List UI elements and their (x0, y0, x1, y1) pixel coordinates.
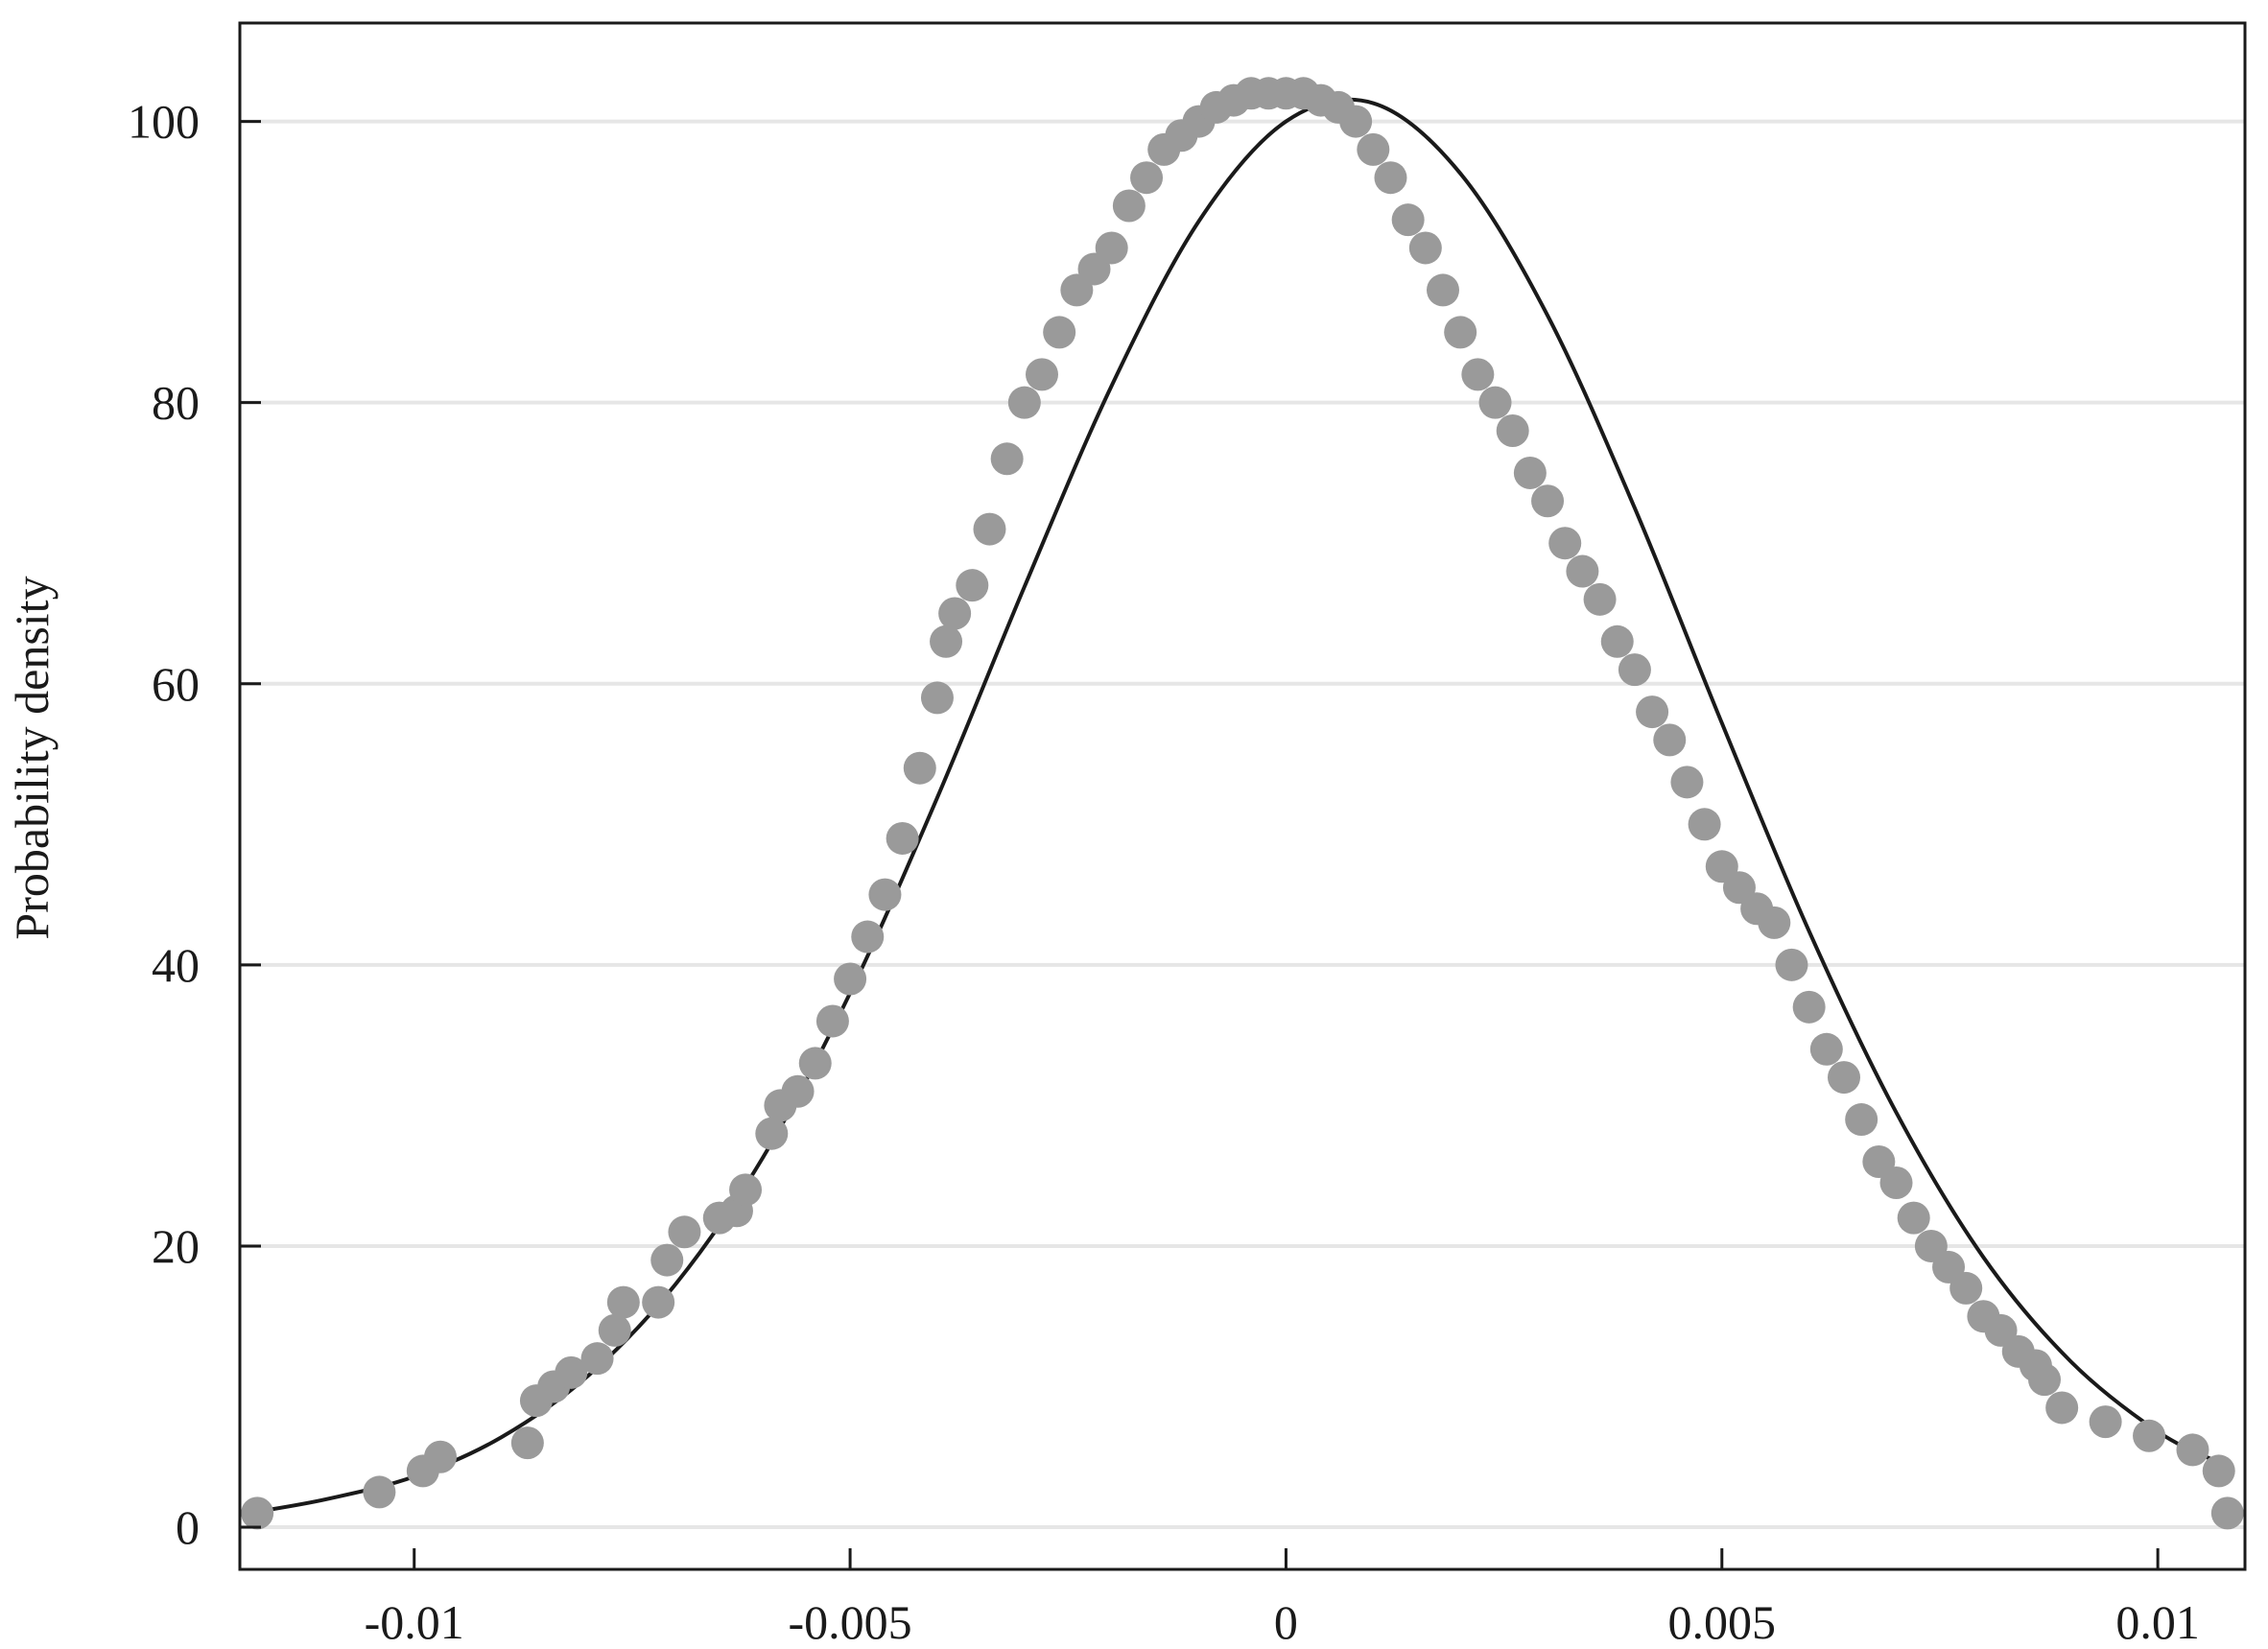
data-point (1548, 527, 1582, 560)
data-point (1391, 203, 1425, 237)
y-tick-label: 40 (152, 938, 200, 992)
y-axis-ticks: 0 20 40 60 80 100 (128, 95, 261, 1554)
data-point (2202, 1454, 2235, 1488)
data-point (1670, 766, 1704, 799)
data-point (1583, 582, 1617, 616)
data-point (834, 962, 867, 996)
data-point (1130, 161, 1164, 195)
x-tick-label: -0.005 (789, 1595, 912, 1649)
data-point (815, 1004, 849, 1038)
data-point (2176, 1433, 2209, 1467)
x-tick-label: 0 (1274, 1595, 1298, 1649)
data-point (642, 1285, 675, 1319)
data-point (2045, 1391, 2079, 1425)
data-point (598, 1313, 631, 1347)
data-point (363, 1475, 396, 1509)
data-point (2133, 1419, 2166, 1452)
data-point (956, 569, 989, 602)
data-point (1653, 723, 1687, 757)
data-point (606, 1285, 640, 1319)
data-point (903, 751, 936, 785)
data-point (1112, 189, 1146, 223)
x-tick-label: -0.01 (365, 1595, 464, 1649)
data-point (1043, 316, 1076, 349)
data-point (1809, 1032, 1843, 1066)
y-axis-title: Probability density (5, 576, 59, 939)
data-point (580, 1342, 614, 1376)
normal-fit-curve-layer (256, 97, 2220, 1514)
x-tick-label: 0.005 (1668, 1595, 1777, 1649)
data-point (1026, 358, 1058, 391)
data-point (938, 597, 972, 630)
data-point (1408, 231, 1442, 265)
data-point (241, 1496, 274, 1530)
data-point (886, 821, 919, 855)
data-point (781, 1074, 815, 1108)
data-point (1828, 1061, 1860, 1095)
data-point (1427, 273, 1459, 307)
data-point (1775, 948, 1808, 981)
data-point (851, 920, 885, 954)
data-point (1339, 105, 1373, 138)
axes (238, 21, 2247, 1571)
data-point (1845, 1103, 1878, 1137)
data-point (1357, 132, 1390, 166)
data-point (1636, 695, 1669, 729)
data-point (1478, 386, 1512, 419)
data-point (1949, 1271, 1983, 1305)
data-point (930, 624, 963, 658)
data-point (2089, 1405, 2122, 1439)
data-point (650, 1243, 684, 1277)
y-tick-label: 20 (152, 1219, 200, 1273)
x-axis-ticks: -0.01 -0.005 0 0.005 0.01 (365, 1548, 2200, 1649)
plot-frame (238, 21, 2247, 1571)
data-point (1566, 554, 1599, 588)
data-point (1758, 906, 1791, 939)
data-point (798, 1047, 832, 1080)
data-point (1688, 808, 1721, 841)
data-point (1007, 386, 1041, 419)
data-point (1897, 1201, 1930, 1235)
data-point (1461, 358, 1495, 391)
data-point (755, 1117, 789, 1150)
y-tick-label: 100 (128, 95, 200, 149)
normal-fit-curve (256, 97, 2220, 1514)
data-point (1792, 990, 1826, 1024)
data-point (2028, 1363, 2061, 1397)
data-point (868, 878, 902, 911)
data-point (729, 1173, 763, 1207)
data-point (920, 681, 954, 715)
data-point (973, 512, 1006, 546)
data-point (424, 1440, 457, 1473)
y-tick-label: 0 (176, 1500, 200, 1554)
data-point (1879, 1166, 1913, 1199)
data-point (1095, 231, 1128, 265)
data-point (990, 442, 1024, 476)
data-point (2210, 1496, 2244, 1530)
data-point (555, 1355, 588, 1389)
x-tick-label: 0.01 (2115, 1595, 2200, 1649)
data-point (1513, 456, 1547, 489)
y-tick-label: 80 (152, 376, 200, 430)
data-point (1374, 161, 1407, 195)
data-point (1618, 653, 1651, 687)
horizontal-gridlines (240, 119, 2245, 1530)
data-point (1496, 413, 1529, 447)
data-point (1531, 484, 1565, 518)
data-point (1444, 316, 1477, 349)
data-point (668, 1215, 701, 1249)
y-tick-label: 60 (152, 657, 200, 711)
data-point (1600, 624, 1634, 658)
data-point (510, 1426, 544, 1460)
density-points-layer (241, 77, 2244, 1530)
